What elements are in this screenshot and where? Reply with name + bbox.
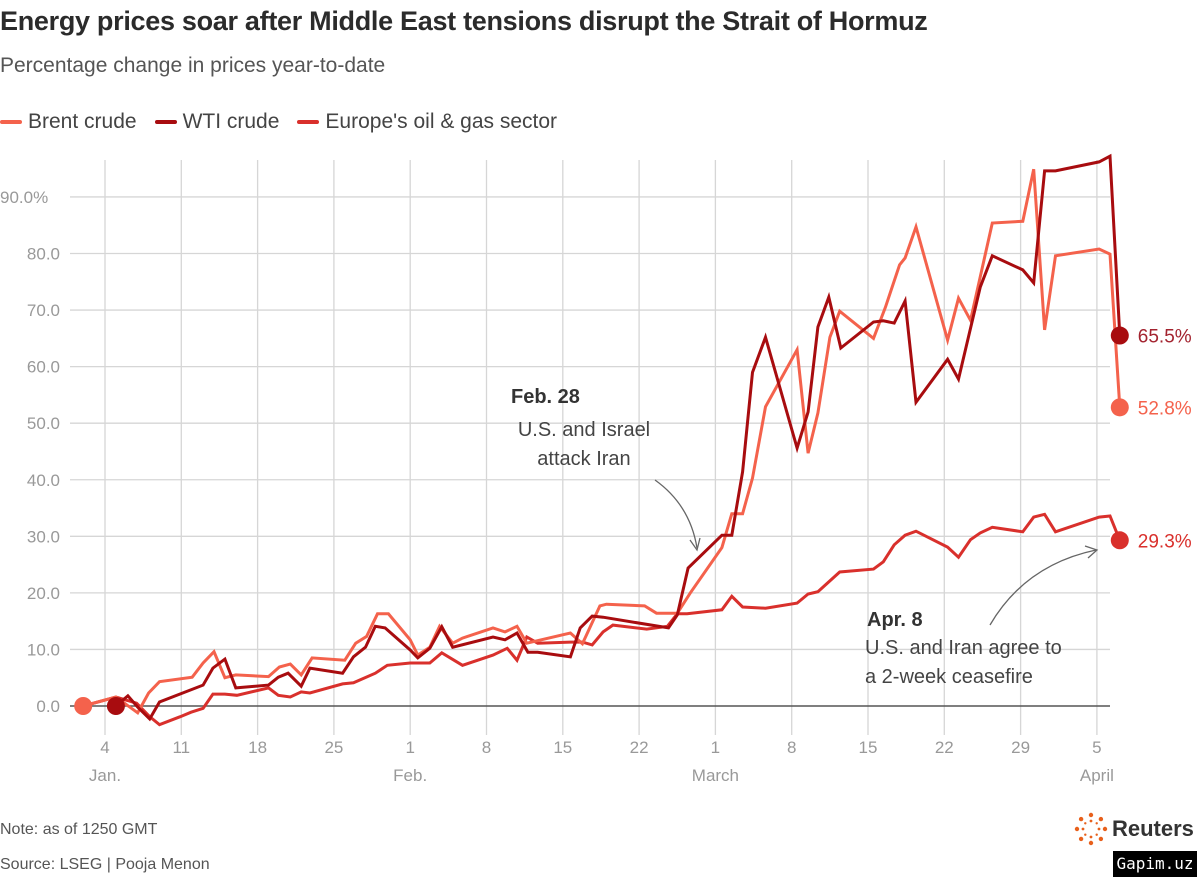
y-tick-label: 70.0 <box>27 301 60 320</box>
x-tick-label: 11 <box>172 738 190 757</box>
x-month-label: Jan. <box>89 766 121 785</box>
arrowhead-icon <box>1084 545 1099 559</box>
x-tick-label: 1 <box>405 738 414 757</box>
x-tick-label: 18 <box>248 738 267 757</box>
x-tick-label: 22 <box>935 738 954 757</box>
y-tick-label: 60.0 <box>27 358 60 377</box>
y-tick-label: 50.0 <box>27 414 60 433</box>
annotations: Feb. 28 U.S. and Israel attack Iran Apr.… <box>511 386 1099 688</box>
gridlines <box>70 160 1110 735</box>
note: Note: as of 1250 GMT <box>0 821 158 838</box>
arrowhead-icon <box>689 537 701 552</box>
x-month-label: March <box>692 766 739 785</box>
x-tick-label: 5 <box>1092 738 1101 757</box>
series-lines <box>82 153 1122 727</box>
x-tick-label: 15 <box>553 738 572 757</box>
series-line-europe-oil-gas <box>82 512 1122 727</box>
y-tick-label: 0.0 <box>36 697 60 716</box>
y-tick-label: 40.0 <box>27 471 60 490</box>
x-tick-label: 8 <box>482 738 491 757</box>
y-tick-label: 30.0 <box>27 527 60 546</box>
legend-label-wti: WTI crude <box>182 110 280 133</box>
annotation-feb28-line2: attack Iran <box>537 448 630 470</box>
start-marker-brent <box>74 697 93 715</box>
y-tick-label: 80.0 <box>27 245 60 264</box>
source: Source: LSEG | Pooja Menon <box>0 856 210 873</box>
annotation-feb28-arrow <box>654 479 698 549</box>
end-value-label-europe-oil-gas: 29.3% <box>1138 531 1192 552</box>
x-tick-label: 15 <box>859 738 878 757</box>
legend-swatch-brent <box>0 120 22 124</box>
legend-swatch-europe <box>297 120 320 124</box>
end-marker-brent <box>1110 398 1129 417</box>
legend-label-europe: Europe's oil & gas sector <box>325 110 558 133</box>
reuters-dots-icon <box>1074 812 1108 846</box>
series-markers: 29.3% 52.8% 65.5% <box>74 326 1192 715</box>
annotation-feb28-heading: Feb. 28 <box>511 386 580 408</box>
y-tick-label: 20.0 <box>27 584 60 603</box>
reuters-logo: Reuters <box>1074 812 1194 846</box>
series-line-wti <box>114 153 1122 722</box>
y-tick-label: 90.0% <box>0 188 48 207</box>
series-line-brent <box>82 168 1122 716</box>
annotation-apr8-heading: Apr. 8 <box>867 609 923 631</box>
x-tick-label: 1 <box>711 738 720 757</box>
x-month-label: April <box>1080 766 1114 785</box>
annotation-apr8-line2: a 2-week ceasefire <box>865 666 1033 688</box>
end-marker-europe-oil-gas <box>1110 531 1129 550</box>
legend-swatch-wti <box>154 120 177 124</box>
annotation-apr8-line1: U.S. and Iran agree to <box>865 637 1062 659</box>
legend-item-brent: Brent crude <box>0 110 137 134</box>
x-tick-label: 4 <box>100 738 109 757</box>
y-tick-label: 10.0 <box>27 640 60 659</box>
end-value-label-wti: 65.5% <box>1138 327 1192 348</box>
x-month-label: Feb. <box>393 766 427 785</box>
annotation-apr8-arrow <box>989 549 1097 626</box>
chart-subtitle: Percentage change in prices year-to-date <box>0 54 386 77</box>
x-tick-label: 29 <box>1011 738 1030 757</box>
x-tick-label: 25 <box>324 738 343 757</box>
legend-label-brent: Brent crude <box>28 110 137 133</box>
end-value-label-brent: 52.8% <box>1138 398 1192 419</box>
legend: Brent crude WTI crude Europe's oil & gas… <box>0 110 557 134</box>
start-marker-wti <box>106 697 125 715</box>
x-tick-label: 22 <box>630 738 649 757</box>
reuters-logo-text: Reuters <box>1112 816 1194 841</box>
legend-item-wti: WTI crude <box>154 110 280 134</box>
chart-title: Energy prices soar after Middle East ten… <box>0 6 928 36</box>
x-tick-label: 8 <box>787 738 796 757</box>
y-axis-ticks: 0.0 10.0 20.0 30.0 40.0 50.0 60.0 70.0 80.0 90.0% <box>0 188 60 716</box>
annotation-feb28-line1: U.S. and Israel <box>518 419 650 441</box>
end-marker-wti <box>1110 326 1129 345</box>
legend-item-europe: Europe's oil & gas sector <box>297 110 557 134</box>
watermark: Gapim.uz <box>1113 851 1197 877</box>
